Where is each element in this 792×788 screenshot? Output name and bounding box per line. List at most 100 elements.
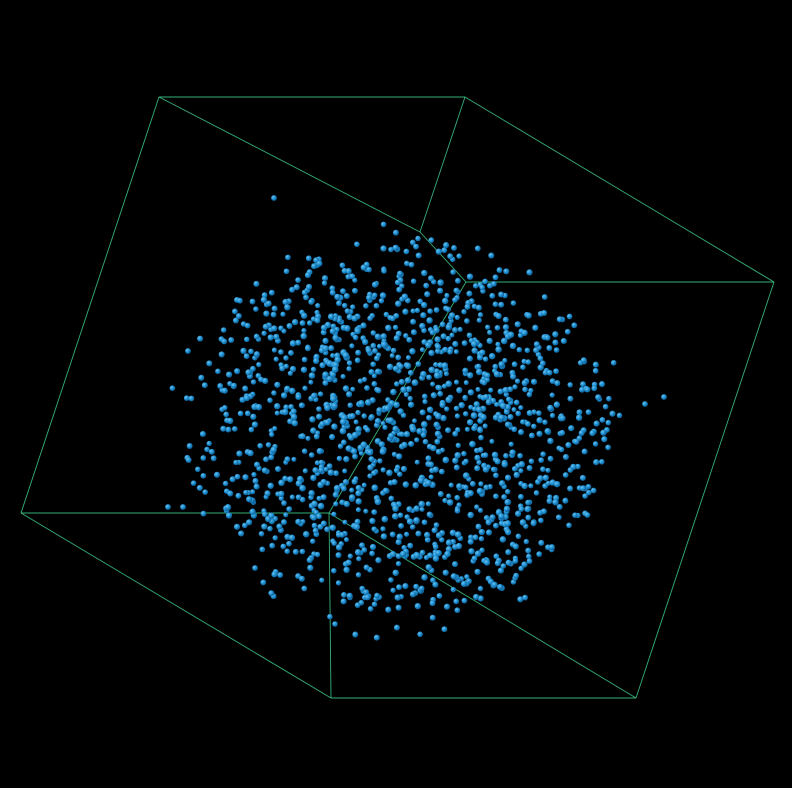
particle <box>397 270 403 277</box>
particle <box>403 430 411 438</box>
particle <box>350 304 356 310</box>
particle <box>295 393 302 400</box>
particle <box>267 334 274 341</box>
particle <box>438 468 445 475</box>
particle <box>314 551 321 558</box>
particle <box>453 598 460 605</box>
particle <box>298 575 305 582</box>
particle <box>410 524 416 530</box>
particle <box>537 364 544 371</box>
particle <box>200 510 207 517</box>
particle <box>250 379 257 385</box>
particle <box>271 195 277 201</box>
particle <box>426 317 433 324</box>
particle <box>361 547 368 553</box>
particle <box>453 349 459 355</box>
particle <box>407 369 414 376</box>
particle <box>295 277 302 284</box>
particle <box>392 324 399 331</box>
particle <box>502 324 510 331</box>
bounding-box-back-edges <box>20 96 775 699</box>
particle <box>305 435 311 441</box>
particle <box>259 546 266 553</box>
particle <box>370 342 377 349</box>
particle <box>268 454 275 461</box>
particle <box>281 500 287 506</box>
particle <box>536 551 543 557</box>
particle <box>317 391 324 397</box>
particle <box>271 305 278 312</box>
particle <box>350 386 356 392</box>
particle <box>312 467 319 474</box>
particle <box>367 464 374 471</box>
particle <box>442 569 449 576</box>
particle <box>579 485 587 492</box>
particle <box>334 356 341 363</box>
particle <box>602 403 609 410</box>
particle <box>383 405 391 412</box>
particle <box>336 455 343 462</box>
particle <box>301 448 308 454</box>
particle <box>355 490 362 497</box>
particle <box>420 370 427 378</box>
particle <box>389 550 397 558</box>
particle <box>263 310 270 317</box>
particle <box>339 499 345 506</box>
particle <box>497 583 504 591</box>
particle <box>278 490 285 498</box>
particle <box>477 446 484 453</box>
particle <box>426 406 434 413</box>
particle <box>278 349 284 355</box>
particle <box>364 399 372 406</box>
particle <box>567 382 573 388</box>
particle <box>494 560 501 567</box>
particle <box>473 401 480 408</box>
particle <box>504 488 511 495</box>
particle <box>431 527 438 534</box>
particle <box>346 592 353 599</box>
particle <box>404 260 410 267</box>
particle <box>511 426 518 433</box>
particle <box>290 413 298 421</box>
particle <box>256 362 262 368</box>
particle <box>341 592 347 598</box>
particle <box>247 449 254 457</box>
particle <box>425 341 432 349</box>
particle <box>525 312 532 319</box>
particle <box>549 392 555 398</box>
particle <box>365 347 372 354</box>
particle <box>402 308 409 315</box>
particle <box>335 544 343 551</box>
particle <box>400 386 408 393</box>
particle <box>339 531 346 538</box>
particle <box>428 275 434 282</box>
particle <box>540 451 546 457</box>
particle <box>220 425 227 432</box>
particle <box>310 392 318 399</box>
particle <box>572 512 578 518</box>
particle <box>344 308 351 314</box>
particle <box>165 504 171 510</box>
particle <box>475 304 482 311</box>
particle <box>202 489 208 495</box>
particle <box>286 323 293 329</box>
particle <box>488 387 494 393</box>
particle <box>363 303 369 309</box>
particle <box>316 447 323 455</box>
particle <box>584 512 591 518</box>
particle <box>206 360 213 367</box>
particle <box>452 561 458 568</box>
particle <box>327 613 333 620</box>
particle <box>415 530 422 537</box>
particle <box>450 269 456 275</box>
particle <box>326 375 333 383</box>
particle <box>322 345 329 352</box>
particle <box>381 515 389 523</box>
particle <box>261 330 267 336</box>
particle <box>333 484 341 492</box>
particle <box>456 483 463 490</box>
particle <box>525 547 532 554</box>
particle <box>393 467 400 474</box>
